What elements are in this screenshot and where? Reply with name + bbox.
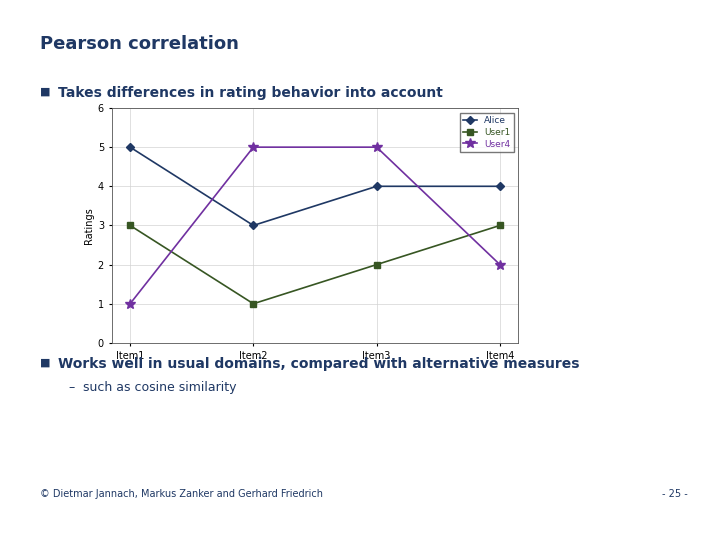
Text: –: – <box>68 381 75 394</box>
Text: ■: ■ <box>40 86 50 97</box>
Text: ■: ■ <box>40 357 50 368</box>
Text: - 25 -: - 25 - <box>662 489 688 499</box>
Text: such as cosine similarity: such as cosine similarity <box>83 381 236 394</box>
Text: Works well in usual domains, compared with alternative measures: Works well in usual domains, compared wi… <box>58 357 579 372</box>
Y-axis label: Ratings: Ratings <box>84 207 94 244</box>
Text: Takes differences in rating behavior into account: Takes differences in rating behavior int… <box>58 86 443 100</box>
Legend: Alice, User1, User4: Alice, User1, User4 <box>459 112 514 152</box>
Text: Pearson correlation: Pearson correlation <box>40 35 238 53</box>
Text: © Dietmar Jannach, Markus Zanker and Gerhard Friedrich: © Dietmar Jannach, Markus Zanker and Ger… <box>40 489 323 499</box>
